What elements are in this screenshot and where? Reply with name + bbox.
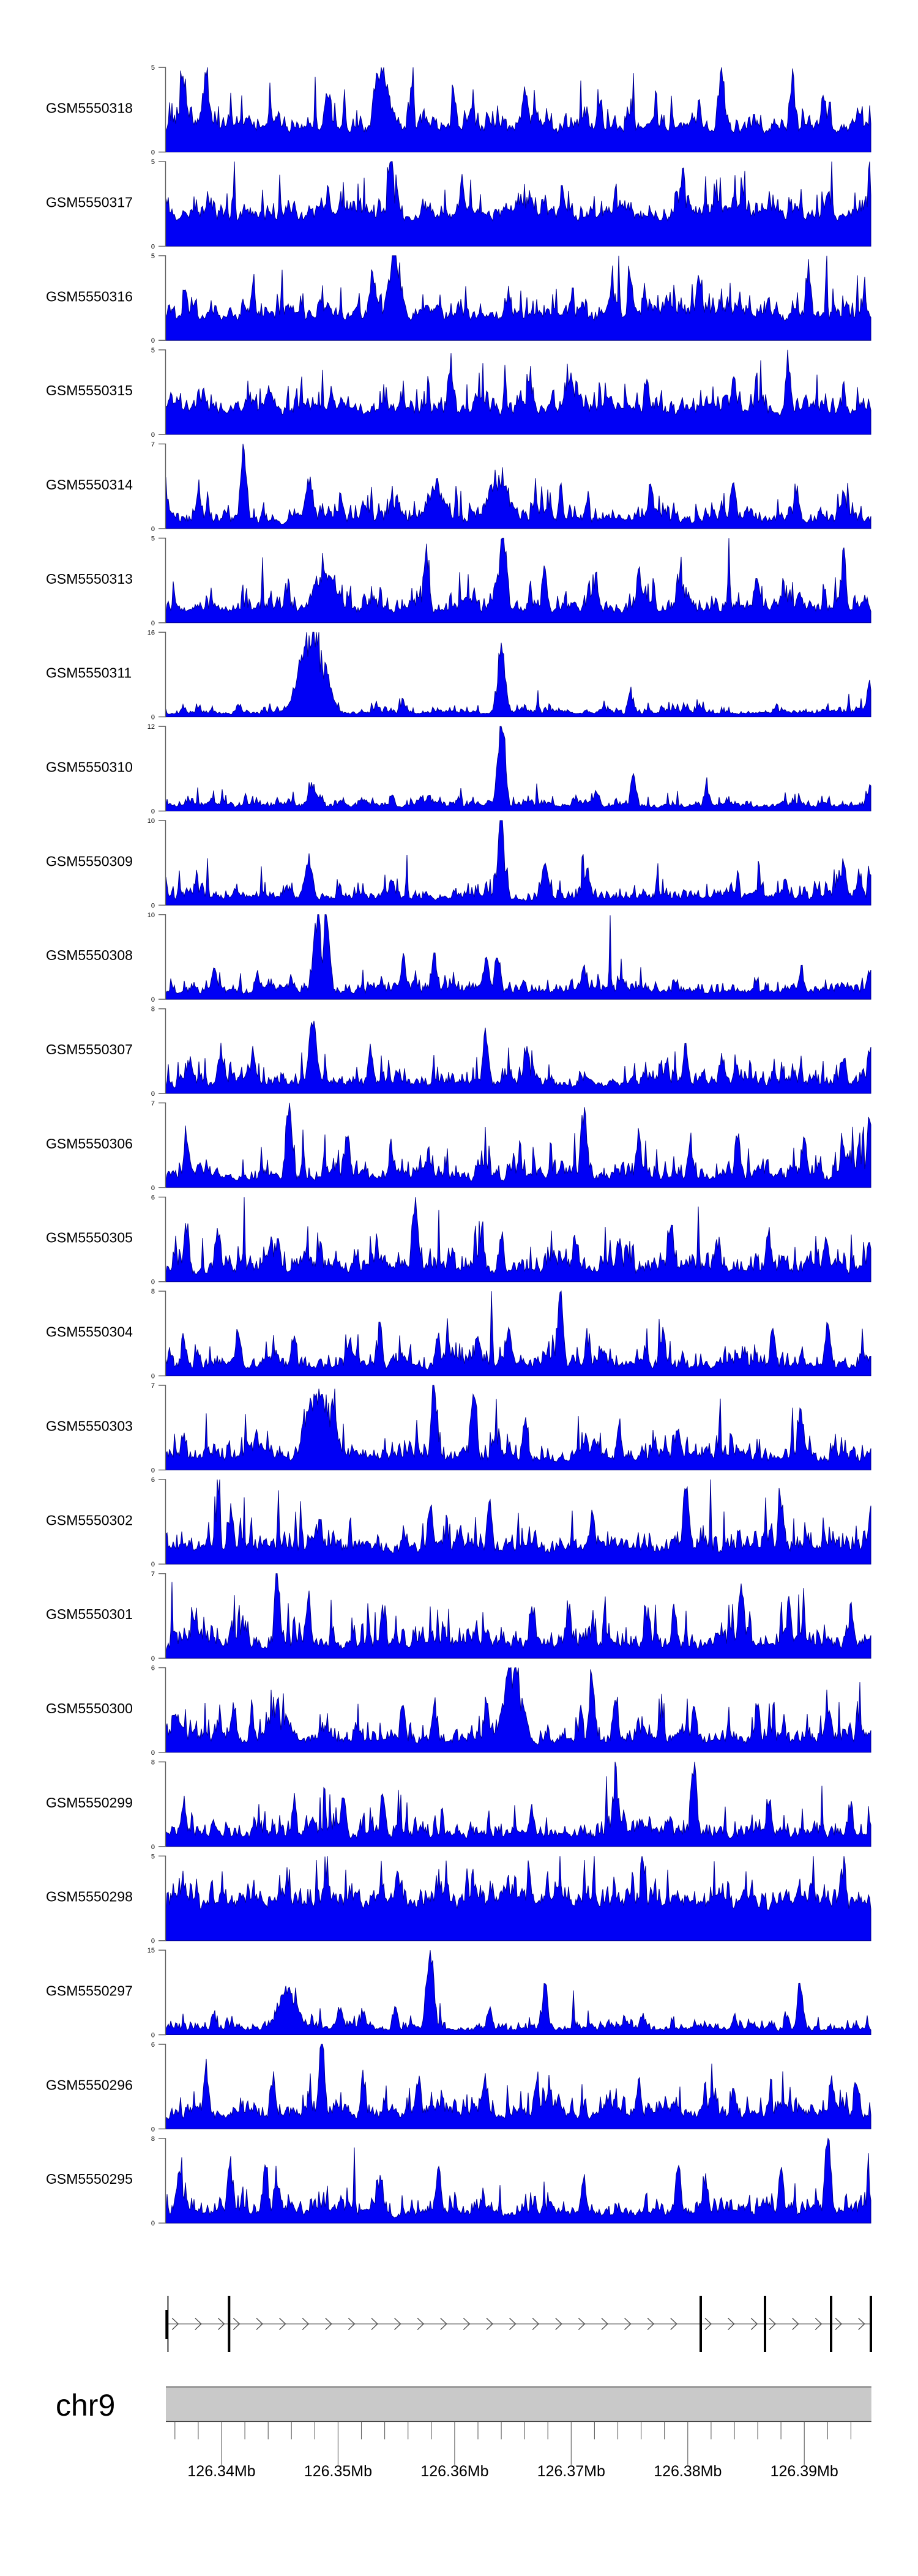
svg-text:GSM5550306: GSM5550306 [46,1136,133,1152]
svg-text:15: 15 [147,1947,155,1954]
svg-text:GSM5550297: GSM5550297 [46,1983,133,1999]
svg-text:chr9: chr9 [56,2388,115,2422]
svg-text:0: 0 [151,337,155,344]
svg-text:0: 0 [151,2220,155,2227]
svg-text:GSM5550315: GSM5550315 [46,382,133,398]
svg-text:16: 16 [147,629,155,636]
svg-text:5: 5 [151,64,155,72]
svg-text:8: 8 [151,2135,155,2143]
svg-text:0: 0 [151,1373,155,1380]
svg-text:126.37Mb: 126.37Mb [537,2463,605,2480]
svg-text:GSM5550302: GSM5550302 [46,1512,133,1528]
svg-text:GSM5550307: GSM5550307 [46,1041,133,1057]
svg-text:0: 0 [151,1561,155,1568]
svg-text:0: 0 [151,714,155,721]
svg-text:5: 5 [151,253,155,260]
svg-text:GSM5550317: GSM5550317 [46,194,133,210]
svg-text:7: 7 [151,1571,155,1578]
svg-text:GSM5550304: GSM5550304 [46,1324,133,1340]
svg-text:0: 0 [151,1467,155,1474]
svg-text:126.36Mb: 126.36Mb [420,2463,488,2480]
svg-text:0: 0 [151,996,155,1003]
svg-text:6: 6 [151,1194,155,1201]
svg-text:GSM5550296: GSM5550296 [46,2077,133,2093]
svg-text:6: 6 [151,1665,155,1672]
svg-text:GSM5550308: GSM5550308 [46,947,133,963]
svg-text:GSM5550299: GSM5550299 [46,1795,133,1811]
svg-text:0: 0 [151,1185,155,1192]
svg-text:8: 8 [151,1006,155,1013]
svg-text:0: 0 [151,526,155,533]
svg-text:5: 5 [151,158,155,166]
svg-text:0: 0 [151,1279,155,1286]
svg-text:GSM5550311: GSM5550311 [46,665,132,681]
svg-text:GSM5550295: GSM5550295 [46,2171,133,2187]
svg-text:GSM5550310: GSM5550310 [46,759,133,775]
svg-text:0: 0 [151,149,155,157]
svg-text:0: 0 [151,902,155,909]
svg-text:7: 7 [151,441,155,449]
svg-text:5: 5 [151,347,155,354]
svg-text:8: 8 [151,1288,155,1295]
svg-text:10: 10 [147,912,155,919]
svg-text:GSM5550309: GSM5550309 [46,853,133,869]
svg-text:10: 10 [147,817,155,825]
svg-text:0: 0 [151,431,155,439]
svg-text:6: 6 [151,1476,155,1484]
svg-text:0: 0 [151,1090,155,1098]
svg-text:126.39Mb: 126.39Mb [771,2463,838,2480]
svg-text:GSM5550318: GSM5550318 [46,100,133,116]
svg-text:12: 12 [147,723,155,731]
svg-text:0: 0 [151,620,155,627]
svg-text:GSM5550313: GSM5550313 [46,571,133,587]
svg-text:0: 0 [151,808,155,816]
svg-text:0: 0 [151,1749,155,1757]
svg-text:8: 8 [151,1759,155,1766]
svg-text:GSM5550305: GSM5550305 [46,1230,133,1246]
svg-text:5: 5 [151,1853,155,1860]
svg-text:0: 0 [151,243,155,250]
svg-text:GSM5550301: GSM5550301 [46,1606,133,1622]
svg-text:GSM5550314: GSM5550314 [46,477,133,493]
svg-text:126.38Mb: 126.38Mb [654,2463,722,2480]
svg-text:7: 7 [151,1382,155,1390]
svg-text:GSM5550300: GSM5550300 [46,1700,133,1716]
svg-text:7: 7 [151,1100,155,1107]
svg-text:5: 5 [151,535,155,543]
svg-text:GSM5550303: GSM5550303 [46,1418,133,1434]
svg-text:126.34Mb: 126.34Mb [187,2463,255,2480]
svg-text:0: 0 [151,1844,155,1851]
svg-text:0: 0 [151,1938,155,1945]
svg-text:126.35Mb: 126.35Mb [304,2463,372,2480]
svg-text:0: 0 [151,1655,155,1662]
svg-text:0: 0 [151,2032,155,2039]
svg-text:GSM5550298: GSM5550298 [46,1889,133,1905]
svg-text:6: 6 [151,2041,155,2049]
svg-text:0: 0 [151,2126,155,2133]
svg-text:GSM5550316: GSM5550316 [46,288,133,304]
